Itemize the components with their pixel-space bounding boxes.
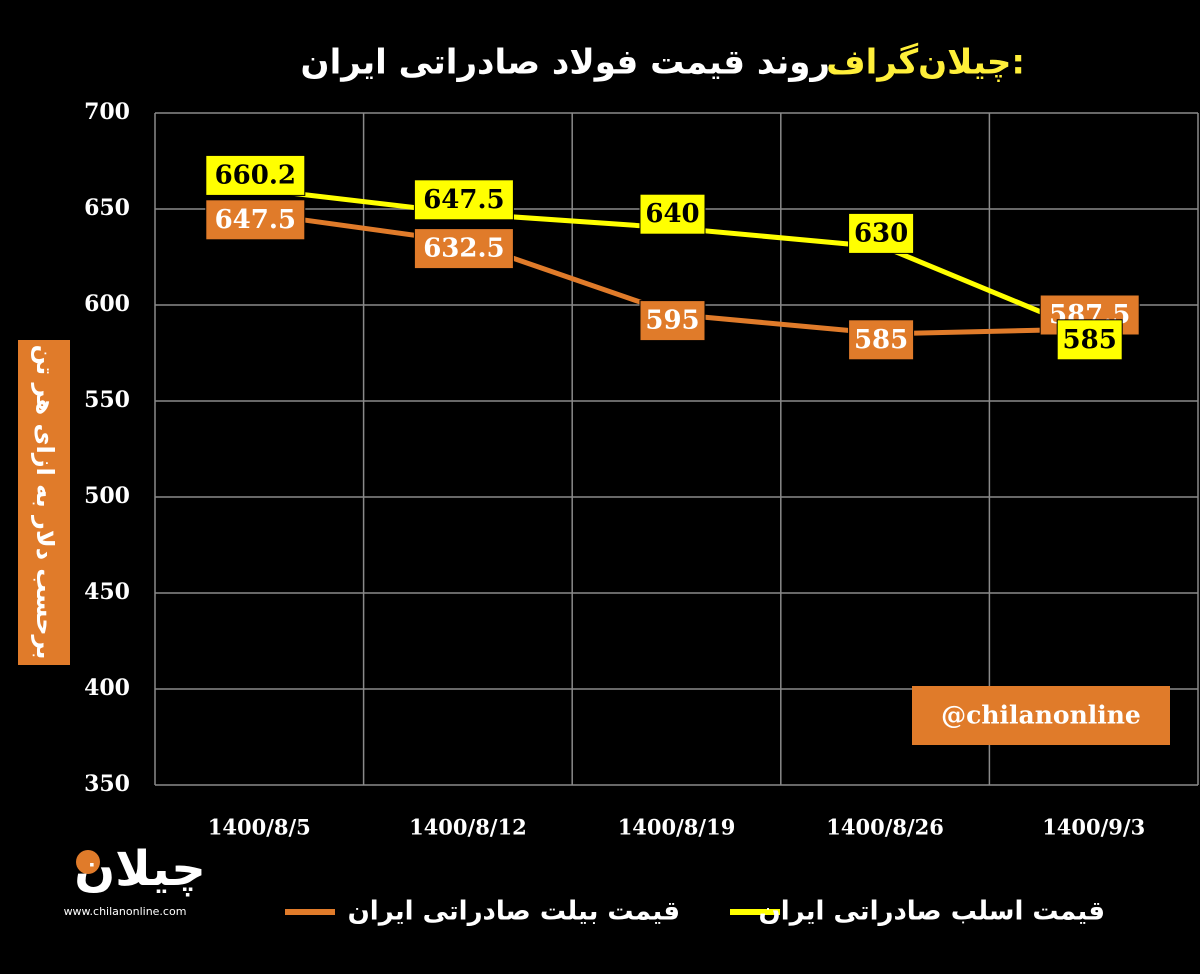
chart-title: روند قیمت فولاد صادراتی ایران xyxy=(301,43,830,83)
data-label: 585 xyxy=(854,325,908,355)
data-label-box xyxy=(205,154,306,196)
data-label-box xyxy=(639,193,706,235)
logo-url: www.chilanonline.com xyxy=(64,905,187,918)
data-label-box xyxy=(413,228,514,270)
y-axis-label: برحسب دلار به ازای هر تن xyxy=(31,345,59,660)
x-tick-label: 1400/8/5 xyxy=(208,815,311,840)
legend-label: قیمت اسلب صادراتی ایران xyxy=(759,897,1106,927)
y-tick-label: 550 xyxy=(84,387,130,413)
data-label-box xyxy=(413,179,514,221)
plot: 350 400 450 500 550 600 650 700 1400/8/5 1400/8/1… xyxy=(84,99,1199,840)
x-tick-label: 1400/8/12 xyxy=(409,815,527,840)
brand-title: چیلان‌گراف: xyxy=(826,43,1025,83)
logo-dot xyxy=(76,850,100,874)
data-label-box xyxy=(205,199,306,241)
y-tick-label: 500 xyxy=(84,483,130,509)
y-tick-label: 600 xyxy=(84,291,130,317)
data-label: 585 xyxy=(1063,325,1117,355)
data-label: 647.5 xyxy=(215,205,296,235)
legend-label: قیمت بیلت صادراتی ایران xyxy=(348,897,680,927)
y-label-box xyxy=(18,340,70,665)
data-label: 632.5 xyxy=(423,234,504,264)
watermark: @chilanonline xyxy=(941,701,1141,730)
logo: چیلان xyxy=(74,841,206,897)
data-label-box xyxy=(848,319,915,361)
data-label: 647.5 xyxy=(423,185,504,215)
data-label-box xyxy=(1056,319,1123,361)
data-label: 630 xyxy=(854,218,908,248)
watermark-box xyxy=(912,686,1170,745)
data-label-box xyxy=(848,212,915,254)
data-label: 595 xyxy=(645,306,699,336)
y-tick-label: 700 xyxy=(84,99,130,125)
data-label: 640 xyxy=(645,199,699,229)
data-label-box xyxy=(639,300,706,342)
x-tick-label: 1400/8/19 xyxy=(618,815,736,840)
data-label: 660.2 xyxy=(215,160,296,190)
y-tick-label: 350 xyxy=(84,771,130,797)
y-tick-label: 650 xyxy=(84,195,130,221)
x-tick-label: 1400/8/26 xyxy=(826,815,944,840)
x-tick-label: 1400/9/3 xyxy=(1042,815,1145,840)
y-tick-label: 450 xyxy=(84,579,130,605)
y-tick-label: 400 xyxy=(84,675,130,701)
